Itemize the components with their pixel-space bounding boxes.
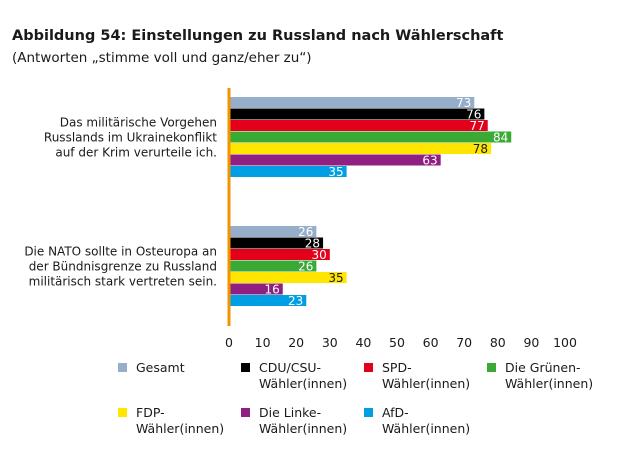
bar-0-5 [229, 154, 441, 166]
x-tick-label: 30 [322, 335, 338, 350]
x-tick-label: 50 [389, 335, 405, 350]
bar-value-label: 77 [469, 119, 484, 133]
legend-swatch [487, 363, 496, 372]
legend-item: Die Grünen- Wähler(innen) [487, 360, 593, 392]
legend-item: Die Linke- Wähler(innen) [241, 405, 347, 437]
category-label-line: militärisch stark vertreten sein. [29, 274, 217, 288]
category-label-line: Das militärische Vorgehen [60, 115, 217, 129]
bar-value-label: 30 [312, 248, 327, 262]
bar-0-2 [229, 120, 488, 131]
bar-value-label: 26 [298, 225, 313, 239]
x-tick-label: 90 [523, 335, 539, 350]
bar-value-label: 78 [473, 142, 488, 156]
bar-0-1 [229, 108, 485, 120]
x-tick-label: 80 [490, 335, 506, 350]
legend-swatch [118, 408, 127, 417]
legend-label: FDP- Wähler(innen) [136, 405, 225, 436]
category-label-line: Die NATO sollte in Osteuropa an [24, 244, 217, 258]
bar-1-0 [229, 226, 317, 237]
bar-0-0 [229, 97, 475, 108]
legend-item: SPD- Wähler(innen) [364, 360, 470, 392]
category-label-line: auf der Krim verurteile ich. [55, 145, 217, 159]
legend-item: CDU/CSU- Wähler(innen) [241, 360, 347, 392]
legend-item: Gesamt [118, 360, 185, 376]
bar-value-label: 23 [288, 294, 303, 308]
bar-value-label: 76 [466, 108, 481, 122]
bar-1-4 [229, 272, 347, 283]
bar-value-label: 28 [305, 237, 320, 251]
legend-label: Die Grünen- Wähler(innen) [505, 360, 594, 391]
bar-0-3 [229, 131, 512, 143]
legend-item: AfD- Wähler(innen) [364, 405, 470, 437]
x-tick-label: 0 [225, 335, 233, 350]
x-tick-label: 70 [456, 335, 472, 350]
legend-swatch [118, 363, 127, 372]
category-label: Das militärische Vorgehen Russlands im Uk… [44, 115, 217, 159]
bar-value-label: 35 [328, 271, 343, 285]
bar-1-5 [229, 283, 283, 295]
legend-label: Die Linke- Wähler(innen) [259, 405, 348, 436]
chart-title: Abbildung 54: Einstellungen zu Russland … [12, 28, 504, 44]
category-label: Die NATO sollte in Osteuropa an der Bündn… [24, 244, 217, 288]
legend-swatch [364, 363, 373, 372]
x-tick-label: 40 [355, 335, 371, 350]
legend-item: FDP- Wähler(innen) [118, 405, 224, 437]
x-tick-label: 100 [553, 335, 577, 350]
bar-value-label: 63 [422, 154, 437, 168]
bar-value-label: 16 [264, 283, 279, 297]
category-label-line: der Bündnisgrenze zu Russland [29, 259, 217, 273]
bar-1-1 [229, 237, 324, 249]
legend-label: Gesamt [136, 360, 185, 375]
bar-0-6 [229, 166, 347, 177]
legend-label: SPD- Wähler(innen) [382, 360, 471, 391]
bar-value-label: 35 [328, 165, 343, 179]
x-tick-label: 20 [288, 335, 304, 350]
legend-label: AfD- Wähler(innen) [382, 405, 471, 436]
legend-label: CDU/CSU- Wähler(innen) [259, 360, 348, 391]
bar-value-label: 26 [298, 260, 313, 274]
category-label-line: Russlands im Ukrainekonflikt [44, 130, 217, 144]
bar-1-2 [229, 249, 330, 260]
x-tick-label: 10 [255, 335, 271, 350]
bar-value-label: 84 [493, 131, 508, 145]
x-tick-label: 60 [423, 335, 439, 350]
legend-swatch [241, 363, 250, 372]
legend-swatch [241, 408, 250, 417]
bar-1-3 [229, 260, 317, 272]
bar-0-4 [229, 143, 492, 154]
bar-value-label: 73 [456, 96, 471, 110]
chart-subtitle: (Antworten „stimme voll und ganz/eher zu… [12, 50, 312, 66]
bar-1-6 [229, 295, 307, 306]
legend-swatch [364, 408, 373, 417]
